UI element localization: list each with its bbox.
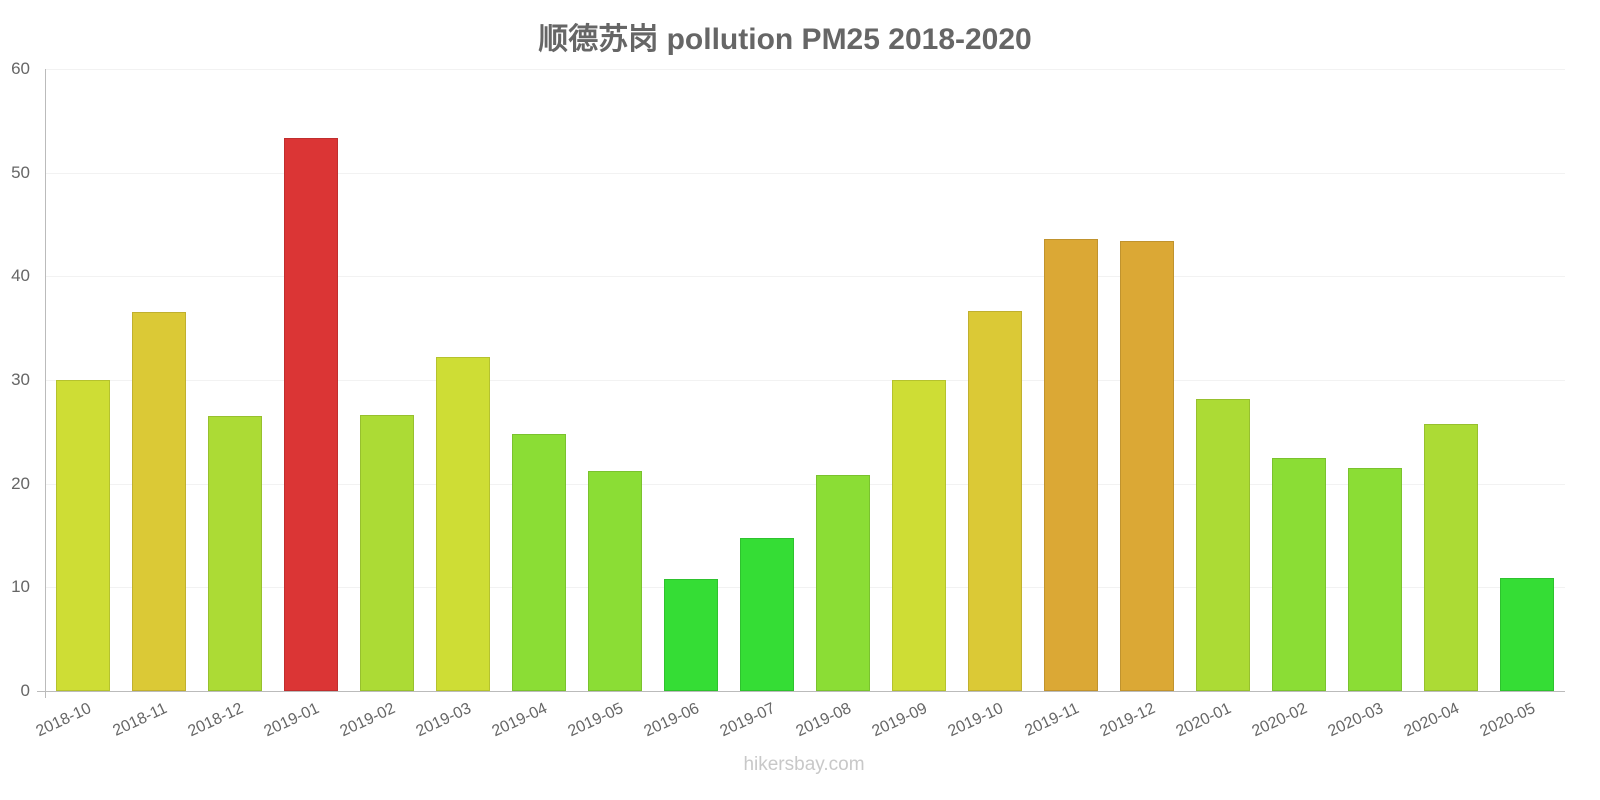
bar-2019-01[interactable] [284, 138, 338, 691]
gridline [45, 483, 1565, 485]
x-tick-label: 2019-04 [489, 700, 551, 741]
bar-2020-04[interactable] [1424, 423, 1478, 691]
gridline [45, 172, 1565, 174]
bar-2018-12[interactable] [208, 416, 262, 691]
x-tick-label: 2020-04 [1401, 700, 1463, 741]
x-tick-label: 2019-03 [413, 700, 475, 741]
x-tick-label: 2020-05 [1477, 700, 1539, 741]
watermark: hikersbay.com [743, 754, 865, 775]
gridline [45, 69, 1565, 70]
x-tick-label: 2020-03 [1325, 700, 1387, 741]
bar-2019-10[interactable] [968, 310, 1022, 691]
bar-2019-11[interactable] [1044, 239, 1098, 691]
x-tick-label: 2019-08 [793, 700, 855, 741]
x-tick-label: 2019-02 [337, 700, 399, 741]
bar-2020-05[interactable] [1500, 578, 1554, 691]
x-tick-label: 2019-12 [1097, 700, 1159, 741]
bar-2018-10[interactable] [56, 380, 110, 691]
x-tick-label: 2020-02 [1249, 700, 1311, 741]
bar-2018-11[interactable] [132, 311, 186, 691]
bar-2019-03[interactable] [436, 357, 490, 691]
x-tick-label: 2019-06 [641, 700, 703, 741]
y-axis-line [45, 69, 46, 698]
x-tick-label: 2019-05 [565, 700, 627, 741]
bar-2020-02[interactable] [1272, 457, 1326, 691]
bar-2019-05[interactable] [588, 471, 642, 691]
x-tick-label: 2019-11 [1022, 700, 1083, 740]
y-tick-label: 0 [20, 681, 30, 700]
x-axis-line [37, 691, 1565, 692]
x-tick-label: 2018-12 [185, 700, 247, 741]
x-tick-label: 2019-09 [869, 700, 931, 741]
bar-2019-08[interactable] [816, 475, 870, 691]
x-tick-label: 2019-01 [261, 700, 323, 741]
bar-2019-07[interactable] [740, 537, 794, 691]
gridline [45, 380, 1565, 381]
y-tick-label: 40 [11, 266, 30, 286]
y-tick-label: 20 [11, 473, 30, 493]
y-tick-label: 50 [11, 162, 30, 182]
y-tick-label: 60 [11, 59, 30, 78]
bar-2019-06[interactable] [664, 579, 718, 691]
bar-2019-12[interactable] [1120, 241, 1174, 691]
bar-2020-01[interactable] [1196, 398, 1250, 691]
gridline [45, 276, 1565, 278]
plot-area [45, 69, 1565, 691]
x-tick-label: 2020-01 [1173, 700, 1235, 741]
x-tick-label: 2018-10 [33, 700, 95, 741]
bar-2019-02[interactable] [360, 415, 414, 691]
gridline [45, 587, 1565, 589]
x-tick-label: 2019-07 [717, 700, 779, 741]
bar-2020-03[interactable] [1348, 468, 1402, 691]
bar-2019-09[interactable] [892, 380, 946, 691]
y-tick-label: 10 [11, 577, 30, 597]
y-tick-label: 30 [11, 370, 30, 389]
bar-2019-04[interactable] [512, 433, 566, 691]
chart-title: 顺德苏岗 pollution PM25 2018-2020 [538, 23, 1032, 56]
x-tick-label: 2018-11 [110, 700, 171, 740]
x-tick-label: 2019-10 [945, 700, 1007, 741]
